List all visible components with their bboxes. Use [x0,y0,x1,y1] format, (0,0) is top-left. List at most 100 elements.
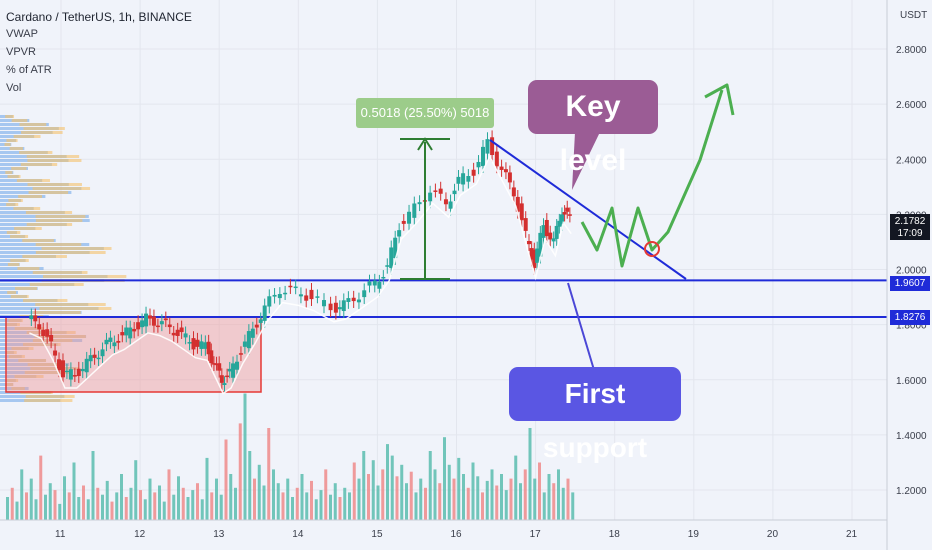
volume-bar [39,455,43,520]
volume-bar [443,437,446,520]
candle-body [293,286,298,289]
volume-bar [267,428,271,520]
volume-profile-bar [5,383,14,386]
volume-bar [262,485,266,520]
volume-profile-bar [26,223,73,226]
volume-profile-bar [6,231,21,234]
volume-bar [386,444,389,520]
volume-profile-bar [11,347,34,350]
candle-body [309,289,314,300]
volume-bar [338,497,342,520]
indicator-vpvr[interactable]: VPVR [6,46,36,58]
indicator-atr[interactable]: % of ATR [6,64,52,76]
candle-body [480,146,485,167]
volume-profile-bar [7,175,21,178]
candle-body [401,220,406,224]
volume-profile-bar [9,147,23,150]
candle-body [438,188,443,194]
candle-body [195,339,200,347]
candle-body [258,319,263,323]
candle-body [254,324,259,328]
volume-profile-bar [27,183,82,186]
candle-body [544,219,549,237]
price-tick-label: 2.6000 [896,100,927,111]
price-tick-label: 2.0000 [896,266,927,277]
volume-profile-bar [13,207,41,210]
symbol-title[interactable]: Cardano / TetherUS, 1h, BINANCE [6,10,192,24]
volume-bar [523,469,527,520]
volume-bar [215,478,218,520]
candle-body [407,211,412,224]
time-tick-label: 12 [134,529,146,540]
candle-body [511,187,516,197]
indicator-vwap[interactable]: VWAP [6,28,38,40]
volume-bar [139,490,142,520]
price-series [29,130,572,395]
price-tick-label: 1.8000 [896,321,927,332]
volume-bar [110,501,114,520]
key-level-pointer [572,132,600,190]
candle-body [68,369,73,380]
candle-body [523,218,528,231]
candle-body [227,368,232,372]
volume-bar [300,474,304,520]
volume-bar [329,494,332,520]
volume-bar [352,462,356,520]
volume-bar [248,451,252,520]
volume-bar [405,483,408,520]
volume-bar [29,478,33,520]
volume-profile-bar [35,215,86,218]
candle-body [108,337,113,342]
candle-body [277,294,282,299]
volume-bar [77,497,81,520]
projection-path [580,89,724,268]
candle-body [519,203,524,221]
volume-profile-bar [15,287,38,290]
volume-bar [181,487,185,520]
candle-body [372,280,377,286]
volume-bar [120,474,123,520]
volume-bar [433,469,437,520]
volume-bar [495,485,499,520]
candle-body [128,327,133,339]
volume-profile-bar [25,395,75,398]
first-support-callout: First support [509,367,681,463]
volume-profile-bar [22,255,67,258]
candle-body [211,363,216,365]
volume-bar [514,455,518,520]
volume-bar [452,478,456,520]
candle-body [490,137,495,156]
volume-bar [124,497,128,520]
candle-body [351,297,356,302]
candle-body [234,361,239,370]
key-level-callout: Key level [528,80,658,177]
volume-bar [86,499,90,520]
candle-body [80,368,85,372]
volume-profile-bar [23,299,68,302]
candle-body [217,363,222,371]
candle-body [428,192,433,202]
candle-body [64,370,69,373]
currency-label: USDT [900,10,928,21]
volume-bar [314,499,318,520]
candle-body [136,322,141,330]
volume-bar [143,499,147,520]
support-pointer-line [567,282,595,371]
candle-body [298,294,303,297]
volume-bar [428,451,432,520]
volume-bar [519,483,522,520]
measure-label: 0.5018 (25.50%) 5018 [356,98,494,128]
candle-body [499,166,504,170]
volume-bar [10,487,14,520]
volume-bar [200,499,204,520]
volume-profile-bar [17,267,40,270]
candle-body [527,241,532,245]
volume-bar [272,469,275,520]
price-tick-label: 2.8000 [896,45,927,56]
volume-profile-bar [43,275,127,278]
volume-bar [172,494,176,520]
price-tick-label: 1.2000 [896,486,927,497]
indicator-vol[interactable]: Vol [6,82,22,94]
candle-body [159,321,164,325]
